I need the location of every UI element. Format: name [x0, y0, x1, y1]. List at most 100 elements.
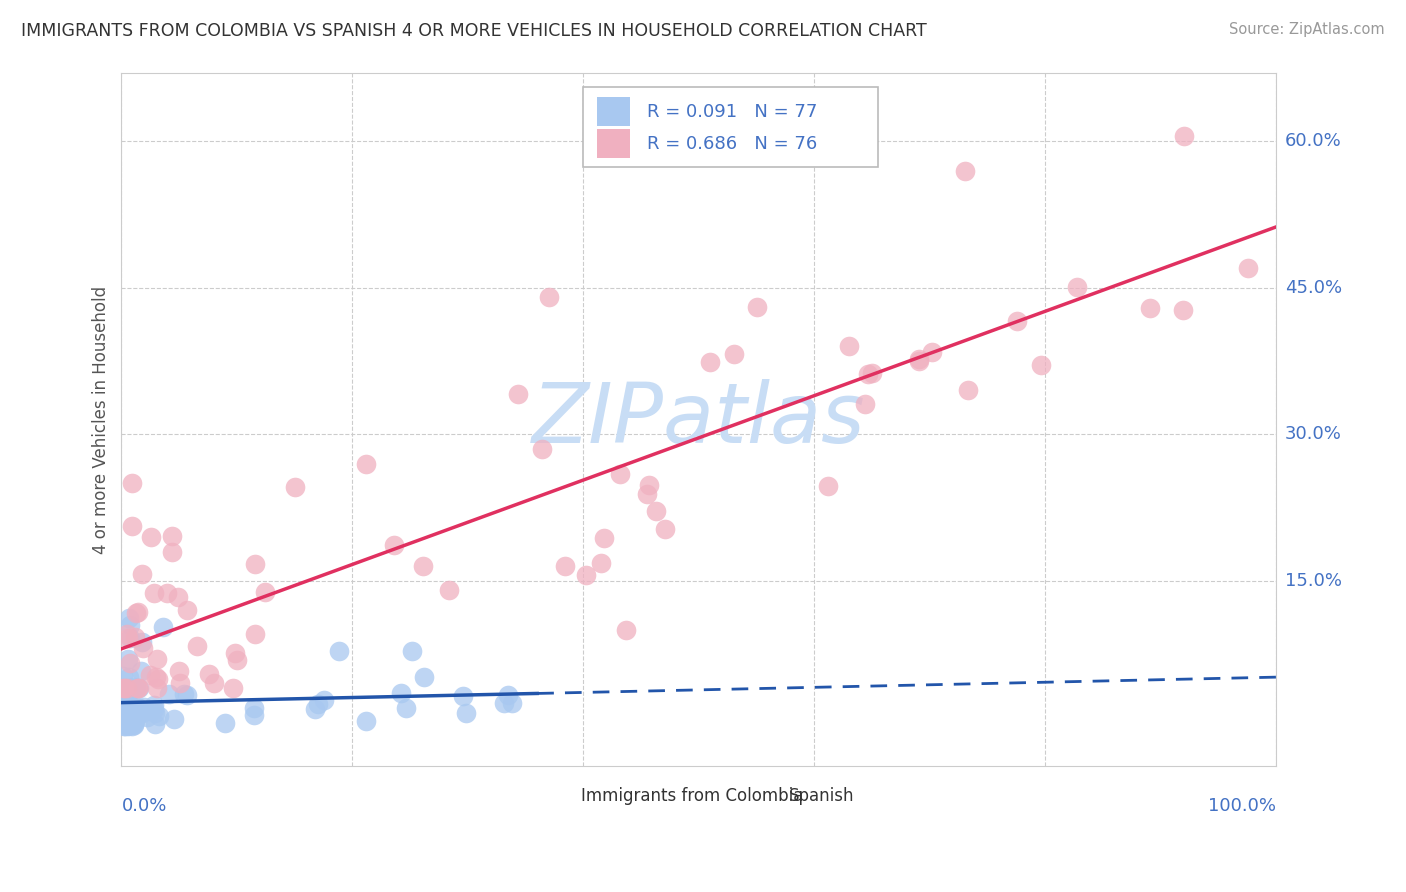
Point [146, 681, 169, 695]
Point [111, 714, 134, 728]
Point [858, 367, 880, 381]
Point [118, 718, 141, 732]
Point [638, 477, 661, 491]
Point [222, 681, 245, 695]
Point [160, 545, 183, 559]
Point [125, 681, 148, 695]
Point [382, 538, 405, 552]
Point [115, 695, 138, 709]
Point [132, 700, 155, 714]
Point [437, 582, 460, 597]
Point [412, 558, 434, 573]
Point [146, 673, 169, 687]
Point [176, 689, 198, 703]
Point [575, 567, 598, 582]
Point [176, 603, 198, 617]
Point [745, 300, 768, 314]
Point [413, 670, 436, 684]
Point [121, 715, 143, 730]
Point [148, 709, 170, 723]
Text: 0.0%: 0.0% [121, 797, 167, 814]
Point [115, 681, 138, 695]
Text: 100.0%: 100.0% [1208, 797, 1277, 814]
Point [157, 687, 180, 701]
Text: IMMIGRANTS FROM COLOMBIA VS SPANISH 4 OR MORE VEHICLES IN HOUSEHOLD CORRELATION : IMMIGRANTS FROM COLOMBIA VS SPANISH 4 OR… [21, 22, 927, 40]
Point [401, 644, 423, 658]
Point [723, 347, 745, 361]
Point [125, 709, 148, 723]
Point [112, 719, 135, 733]
Point [243, 626, 266, 640]
Point [225, 653, 247, 667]
Point [145, 670, 167, 684]
Point [530, 442, 553, 456]
Point [1236, 260, 1258, 275]
Point [593, 532, 616, 546]
Point [1005, 314, 1028, 328]
Point [243, 707, 266, 722]
Point [155, 586, 177, 600]
Text: 30.0%: 30.0% [1285, 425, 1341, 443]
Point [453, 689, 475, 703]
FancyBboxPatch shape [583, 87, 877, 167]
Point [312, 693, 335, 707]
Point [307, 697, 329, 711]
Point [817, 479, 839, 493]
Point [554, 559, 576, 574]
Point [127, 699, 149, 714]
Point [202, 676, 225, 690]
Point [907, 354, 929, 368]
Point [389, 686, 412, 700]
Point [135, 710, 157, 724]
Point [122, 718, 145, 732]
Point [114, 719, 136, 733]
Point [118, 631, 141, 645]
Point [395, 701, 418, 715]
Point [537, 290, 560, 304]
Point [152, 620, 174, 634]
Point [173, 687, 195, 701]
Point [117, 685, 139, 699]
Point [117, 708, 139, 723]
Text: Source: ZipAtlas.com: Source: ZipAtlas.com [1229, 22, 1385, 37]
Point [122, 717, 145, 731]
Point [142, 702, 165, 716]
Text: R = 0.686   N = 76: R = 0.686 N = 76 [647, 135, 817, 153]
Point [699, 355, 721, 369]
Point [254, 585, 277, 599]
Point [120, 709, 142, 723]
Point [115, 627, 138, 641]
Point [117, 651, 139, 665]
Point [589, 557, 612, 571]
Point [129, 705, 152, 719]
Point [146, 652, 169, 666]
Point [501, 696, 523, 710]
Point [124, 606, 146, 620]
Point [1139, 301, 1161, 316]
Point [121, 475, 143, 490]
Point [143, 698, 166, 712]
Point [143, 717, 166, 731]
Point [645, 504, 668, 518]
Point [121, 707, 143, 722]
Text: 15.0%: 15.0% [1285, 572, 1341, 590]
Point [921, 344, 943, 359]
Point [117, 719, 139, 733]
Point [118, 705, 141, 719]
Text: ZIPatlas: ZIPatlas [531, 379, 866, 460]
Point [956, 383, 979, 397]
Point [111, 690, 134, 704]
Point [131, 566, 153, 581]
Point [117, 697, 139, 711]
Point [654, 523, 676, 537]
Point [143, 706, 166, 720]
Text: 60.0%: 60.0% [1285, 132, 1341, 151]
Point [118, 696, 141, 710]
Point [114, 712, 136, 726]
Point [121, 518, 143, 533]
Point [120, 684, 142, 698]
Point [494, 697, 516, 711]
Point [214, 715, 236, 730]
Point [166, 590, 188, 604]
Point [122, 680, 145, 694]
